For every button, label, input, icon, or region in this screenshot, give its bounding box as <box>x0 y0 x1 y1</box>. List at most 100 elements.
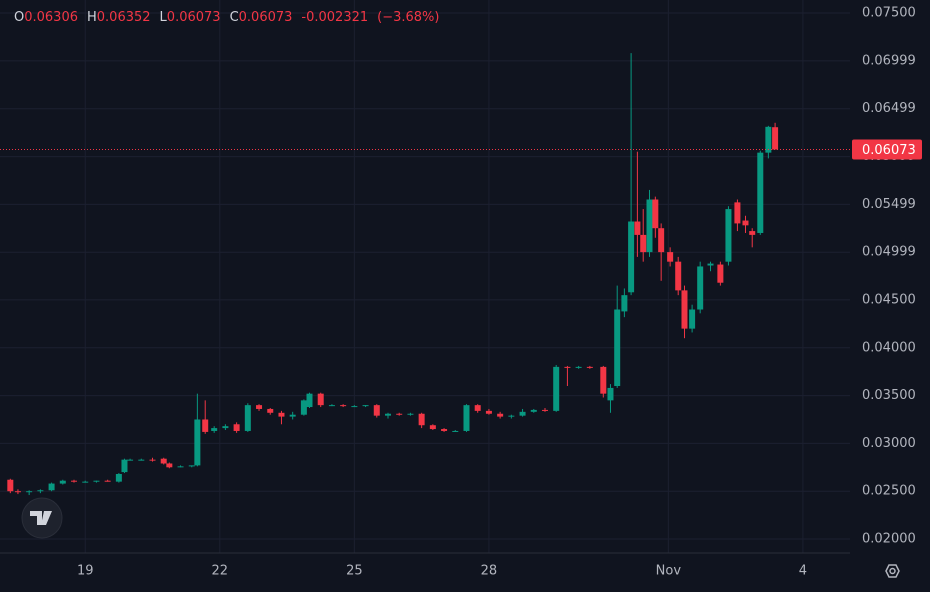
candle-body <box>160 458 167 464</box>
candle-body <box>317 393 324 406</box>
candle-body <box>233 424 240 431</box>
candle-body <box>742 220 749 226</box>
candle-body <box>306 393 313 408</box>
legend-item: H0.06352 <box>87 10 151 25</box>
candle-body <box>222 426 229 429</box>
legend-item: C0.06073 <box>230 10 293 25</box>
y-tick-label: 0.06499 <box>862 101 916 116</box>
candle-body <box>614 309 621 387</box>
candle-body <box>351 406 358 408</box>
candle-body <box>244 405 251 431</box>
candle-body <box>166 463 173 468</box>
candle-body <box>115 474 122 482</box>
candle-body <box>202 419 209 432</box>
candle-body <box>757 152 764 233</box>
candle-body <box>418 413 425 426</box>
candle-body <box>717 264 724 283</box>
last-price-label: 0.06073 <box>862 143 916 158</box>
candle-body <box>707 263 714 266</box>
candle-body <box>194 419 201 466</box>
candle-body <box>646 199 653 253</box>
candle-body <box>127 459 134 461</box>
candle-body <box>463 405 470 431</box>
legend-change: -0.002321 <box>301 10 369 25</box>
y-tick-label: 0.07500 <box>862 6 916 21</box>
candle-body <box>59 480 66 484</box>
legend-key: O <box>14 10 25 25</box>
x-tick-label: 22 <box>212 564 229 579</box>
y-tick-label: 0.06999 <box>862 53 916 68</box>
y-tick-label: 0.02500 <box>862 484 916 499</box>
candle-body <box>621 295 628 312</box>
candle-body <box>725 209 732 262</box>
candle-body <box>681 290 688 329</box>
candle-body <box>564 366 571 368</box>
candle-body <box>658 228 665 253</box>
candle-body <box>667 252 674 262</box>
candle-body <box>37 490 44 492</box>
logo-mark <box>30 511 52 525</box>
candle-body <box>82 481 89 483</box>
settings-icon[interactable] <box>885 564 900 578</box>
candle-body <box>328 405 335 407</box>
candle-body <box>652 199 659 229</box>
candle-body <box>497 413 504 417</box>
candle-body <box>93 480 100 482</box>
candle-body <box>278 412 285 417</box>
legend-item: L0.06073 <box>160 10 221 25</box>
legend-value: 0.06073 <box>166 10 221 25</box>
candle-body <box>384 413 391 416</box>
candle-body <box>188 465 195 467</box>
candle-body <box>640 234 647 253</box>
y-tick-label: 0.03000 <box>862 436 916 451</box>
candle-body <box>362 405 369 407</box>
legend-value: 0.06352 <box>96 10 151 25</box>
candle-body <box>340 405 347 407</box>
last-price-box <box>852 139 922 160</box>
settings-dot <box>889 567 896 575</box>
y-tick-label: 0.04500 <box>862 292 916 307</box>
legend-change-pct: (−3.68%) <box>377 10 440 25</box>
candle-body <box>267 408 274 413</box>
candle-body <box>530 409 537 412</box>
legend-key: C <box>229 10 239 25</box>
candle-body <box>71 480 78 482</box>
candle-body <box>628 221 635 293</box>
candle-body <box>211 428 218 431</box>
x-tick-label: 4 <box>799 564 807 579</box>
candle-body <box>553 366 560 411</box>
x-tick-label: 28 <box>481 564 498 579</box>
legend-item: O0.06306 <box>14 10 78 25</box>
candle-body <box>396 413 403 415</box>
candle-body <box>300 400 307 415</box>
x-tick-label: 19 <box>77 564 94 579</box>
x-tick-label: Nov <box>656 564 682 579</box>
legend-key: H <box>87 10 97 25</box>
candle-body <box>407 413 414 415</box>
candle-body <box>772 127 779 150</box>
tv-logo[interactable] <box>21 497 63 539</box>
candle-body <box>749 231 756 235</box>
candle-body <box>373 405 380 416</box>
y-tick-label: 0.03500 <box>862 388 916 403</box>
candle-body <box>675 261 682 291</box>
legend-value: 0.06306 <box>24 10 78 25</box>
legend-key: L <box>159 10 167 25</box>
candle-body <box>519 411 526 416</box>
candle-body <box>607 387 614 401</box>
grid <box>0 0 850 553</box>
candle-body <box>177 466 184 468</box>
settings-hex[interactable] <box>885 564 900 578</box>
candle-body <box>697 266 704 310</box>
candle-body <box>508 415 515 417</box>
y-tick-label: 0.05499 <box>862 197 916 212</box>
candle-body <box>474 405 481 411</box>
y-tick-label: 0.04999 <box>862 245 916 260</box>
candle-body <box>452 430 459 432</box>
plot <box>0 53 850 496</box>
candle-body <box>586 366 593 368</box>
candle-body <box>104 480 111 482</box>
candle-body <box>600 366 607 394</box>
